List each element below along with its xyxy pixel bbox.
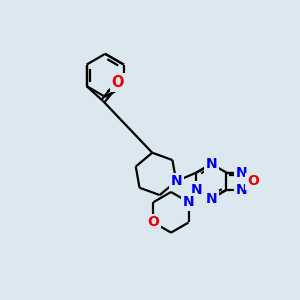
Text: N: N [190,183,202,197]
Text: N: N [206,192,217,206]
Text: N: N [206,157,217,171]
Text: N: N [236,166,248,180]
Text: N: N [183,195,194,209]
Text: N: N [236,183,248,197]
Text: O: O [148,215,159,230]
Text: O: O [247,174,259,188]
Text: N: N [170,174,182,188]
Text: O: O [112,75,124,90]
